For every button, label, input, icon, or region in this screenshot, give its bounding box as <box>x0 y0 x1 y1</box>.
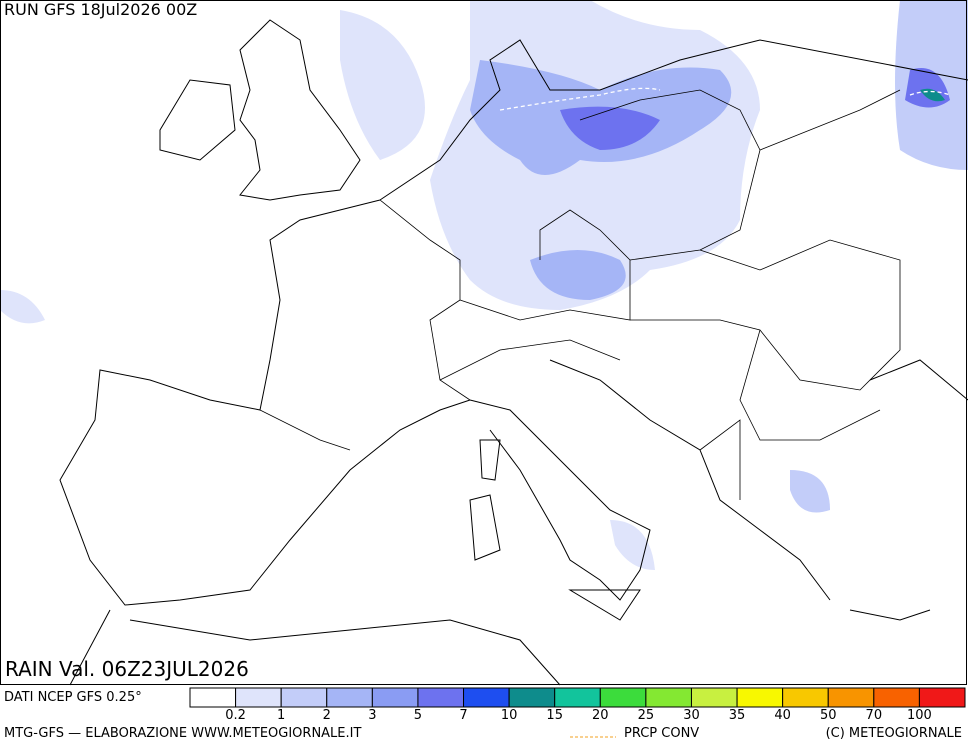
legend-tick: 2 <box>323 708 331 723</box>
legend-tick: 20 <box>592 708 609 723</box>
legend-tick: 25 <box>638 708 655 723</box>
legend-tick: 30 <box>683 708 700 723</box>
borders <box>259 87 951 500</box>
coastline <box>69 609 561 686</box>
legend-swatch <box>235 687 282 708</box>
conv-contour <box>499 87 951 111</box>
coastline <box>379 39 968 201</box>
legend-swatch <box>463 687 510 708</box>
legend-tick: 1 <box>277 708 285 723</box>
rain-area <box>560 106 660 150</box>
coastline <box>568 589 641 621</box>
legend-tick: 0.2 <box>225 708 246 723</box>
legend-tick: 70 <box>866 708 883 723</box>
rain-area <box>340 10 425 160</box>
legend-swatch <box>508 687 556 708</box>
coastline <box>849 359 968 621</box>
legend-swatch <box>827 687 875 708</box>
legend-swatch <box>782 687 829 708</box>
legend-tick: 15 <box>546 708 563 723</box>
footer-right: (C) METEOGIORNALE <box>826 726 962 741</box>
legend-swatch <box>918 687 966 708</box>
legend-tick: 35 <box>729 708 746 723</box>
source-label: DATI NCEP GFS 0.25° <box>4 690 142 705</box>
rain-area <box>530 250 626 300</box>
conv-label: PRCP CONV <box>624 726 699 741</box>
coastline <box>469 399 651 601</box>
border <box>630 239 901 391</box>
rain-field <box>0 0 968 570</box>
map-frame <box>0 0 967 685</box>
legend-swatch <box>326 687 373 708</box>
legend-swatch <box>280 687 328 708</box>
legend-swatch <box>189 687 237 708</box>
legend-swatch <box>873 687 920 708</box>
rain-area <box>610 520 655 570</box>
legend-tick: 40 <box>774 708 791 723</box>
rain-area <box>0 290 45 324</box>
coastlines <box>59 19 968 686</box>
legend-tick: 7 <box>459 708 467 723</box>
legend-swatch <box>736 687 784 708</box>
legend-tick: 10 <box>501 708 518 723</box>
legend-tick: 3 <box>368 708 376 723</box>
legend-swatch <box>417 687 465 708</box>
legend-swatch <box>690 687 738 708</box>
legend-swatch <box>371 687 419 708</box>
footer-left: MTG-GFS — ELABORAZIONE WWW.METEOGIORNALE… <box>4 726 361 741</box>
coastline <box>549 359 831 601</box>
coastline <box>59 199 471 606</box>
coastline <box>469 439 501 561</box>
border <box>259 339 621 451</box>
border <box>579 89 761 261</box>
legend-swatch <box>645 687 692 708</box>
coastline <box>239 19 361 201</box>
rain-area <box>790 470 830 513</box>
legend-swatch <box>554 687 601 708</box>
legend-tick: 100 <box>907 708 932 723</box>
legend-tick: 5 <box>414 708 422 723</box>
map-title: RAIN Val. 06Z23JUL2026 <box>5 657 249 681</box>
run-label: RUN GFS 18Jul2026 00Z <box>4 0 197 19</box>
legend-bar: 0.2 1 2 3 5 7 10 15 20 25 30 35 40 50 70 100 <box>189 687 966 723</box>
coastline <box>159 79 236 161</box>
legend-swatch <box>599 687 647 708</box>
legend-tick: 50 <box>820 708 837 723</box>
border <box>699 89 901 500</box>
